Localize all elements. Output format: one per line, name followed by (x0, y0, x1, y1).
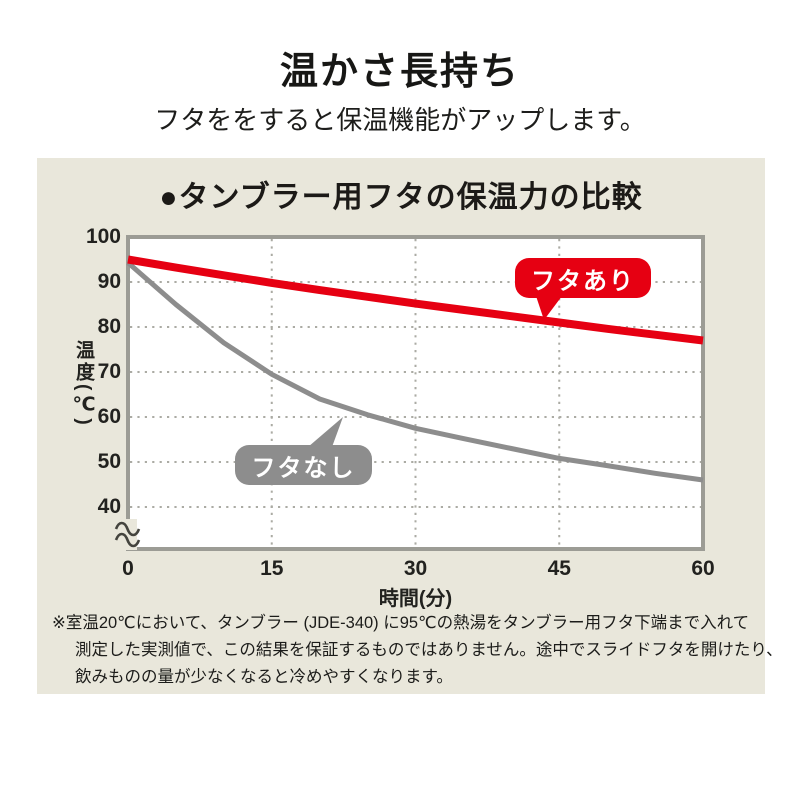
chart-panel: ●タンブラー用フタの保温力の比較 温度(℃) 100 90 80 70 60 50 40 0… (37, 158, 783, 694)
series-label-futa-nashi-text: フタなし (251, 454, 356, 482)
y-tick-label: 40 (97, 495, 121, 518)
x-axis-title: 時間(分) (378, 588, 453, 610)
series-label-futa-nashi: フタなし (235, 445, 372, 485)
page-title: 温かさ長持ち (279, 51, 520, 93)
y-tick-label: 70 (97, 360, 121, 383)
footnote: ※室温20℃において、タンブラー (JDE-340) に95℃の熱湯をタンブラー… (52, 610, 783, 691)
y-axis-title: 温度(℃) (73, 340, 94, 428)
page-subtitle: フタををすると保温機能がアップします。 (154, 105, 646, 135)
footnote-line: 飲みものの量が少なくなると冷めやすくなります。 (75, 668, 453, 686)
y-tick-label: 100 (85, 225, 121, 248)
y-tick-label: 60 (97, 405, 121, 428)
y-tick-label: 50 (97, 450, 121, 473)
x-tick-label: 15 (260, 557, 284, 580)
y-tick-label: 80 (97, 315, 121, 338)
line-futa-nashi (126, 260, 704, 483)
x-axis-ticks: 0 15 30 45 60 (37, 556, 765, 582)
footnote-line: ※室温20℃において、タンブラー (JDE-340) に95℃の熱湯をタンブラー… (52, 614, 750, 632)
x-tick-label: 30 (403, 557, 428, 580)
line-futa-ari (127, 255, 704, 345)
series-label-futa-ari: フタあり (515, 258, 651, 298)
series-label-futa-ari-text: フタあり (531, 267, 635, 295)
futa-nashi-callout-tail (308, 417, 343, 447)
chart-title: ●タンブラー用フタの保温力の比較 (159, 181, 643, 214)
footnote-line: 測定した実測値で、この結果を保証するものではありません。途中でスライドフタを開け… (75, 641, 783, 659)
x-tick-label: 45 (547, 557, 571, 580)
y-tick-label: 90 (97, 270, 121, 293)
y-axis-ticks: 100 90 80 70 60 50 40 (37, 158, 121, 578)
futa-ari-callout-tail (536, 296, 562, 320)
axis-break-icon (114, 519, 141, 550)
x-tick-label: 0 (122, 557, 134, 580)
x-tick-label: 60 (691, 557, 715, 580)
